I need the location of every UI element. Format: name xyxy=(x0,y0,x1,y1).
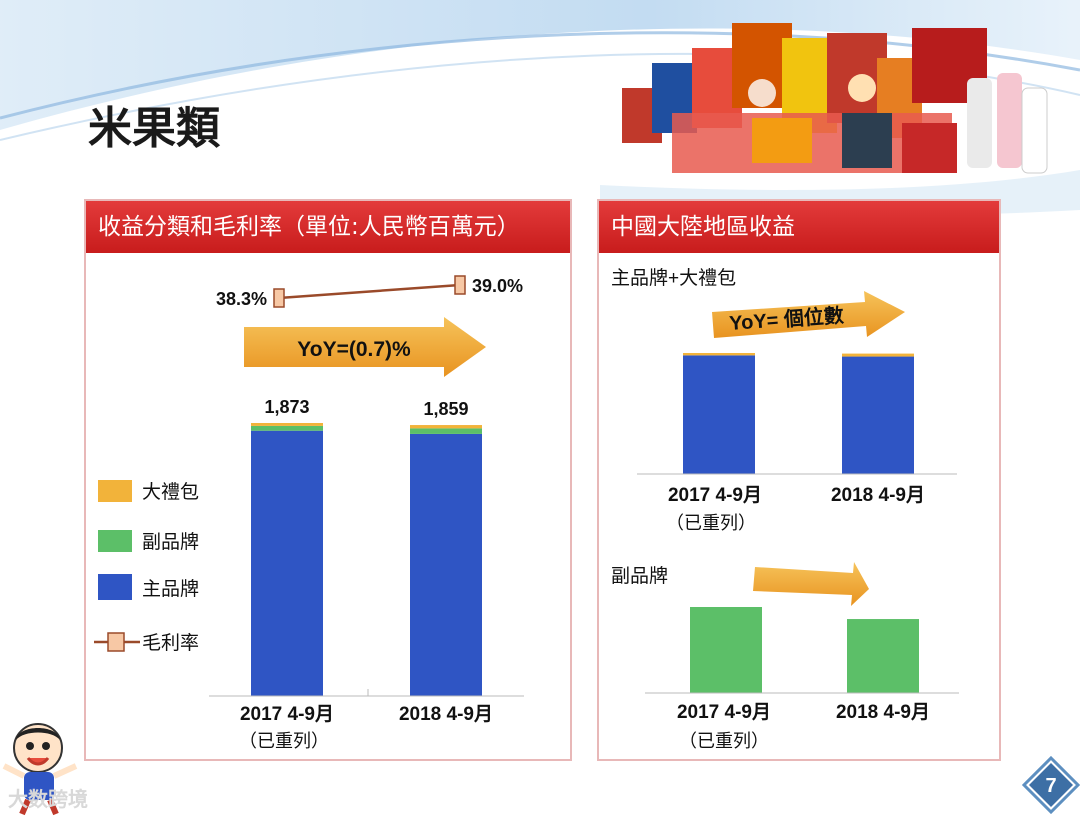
main-brand-gift-chart-label: 主品牌+大禮包 xyxy=(611,267,736,289)
legend-label-sub-brand: 副品牌 xyxy=(142,531,199,553)
bottom-bar-1 xyxy=(847,619,919,693)
legend-swatch-sub-brand xyxy=(98,530,132,552)
china-revenue-header: 中國大陸地區收益 xyxy=(599,201,999,253)
bottom-trend-arrow xyxy=(753,562,869,606)
top-bar-大禮包-0 xyxy=(683,353,755,356)
category-label-1: 2018 4-9月 xyxy=(399,704,493,725)
bar-副品牌-1 xyxy=(410,428,482,434)
bar-大禮包-0 xyxy=(251,423,323,426)
top-category-sublabel-0: （已重列） xyxy=(666,513,756,533)
bottom-category-sublabel-0: （已重列） xyxy=(679,731,769,751)
gross-margin-line xyxy=(278,283,461,300)
watermark-text: 大数跨境 xyxy=(8,787,88,811)
yoy-label: YoY=(0.7)% xyxy=(297,338,411,361)
bar-大禮包-1 xyxy=(410,425,482,429)
legend-marker-gross-margin xyxy=(107,632,125,652)
bottom-category-label-0: 2017 4-9月 xyxy=(677,702,771,723)
revenue-breakdown-panel: 收益分類和毛利率（單位:人民幣百萬元） xyxy=(84,199,572,761)
top-category-label-1: 2018 4-9月 xyxy=(831,485,925,506)
gross-margin-label-0: 38.3% xyxy=(216,289,267,309)
china-revenue-charts: 主品牌+大禮包 YoY= 個位數 2017 4-9月 （已重列） 2018 4-9月… xyxy=(611,267,959,751)
bar-主品牌-1 xyxy=(410,433,482,696)
bar-主品牌-0 xyxy=(251,430,323,696)
legend-swatch-gift-pack xyxy=(98,480,132,502)
page-number: 7 xyxy=(1045,775,1056,797)
bottom-category-label-1: 2018 4-9月 xyxy=(836,702,930,723)
category-label-0: 2017 4-9月 xyxy=(240,704,334,725)
chart-legend: 大禮包 副品牌 主品牌 毛利率 xyxy=(94,480,199,654)
bar-副品牌-0 xyxy=(251,425,323,431)
top-bar-主品牌-1 xyxy=(842,356,914,474)
top-category-label-0: 2017 4-9月 xyxy=(668,485,762,506)
top-bar-大禮包-1 xyxy=(842,353,914,357)
bottom-bar-0 xyxy=(690,607,762,693)
top-yoy-arrow: YoY= 個位數 xyxy=(712,291,905,338)
revenue-breakdown-header: 收益分類和毛利率（單位:人民幣百萬元） xyxy=(86,201,570,253)
slide-title: 米果類 xyxy=(88,103,220,154)
sub-brand-chart-label: 副品牌 xyxy=(611,565,668,587)
china-revenue-panel: 中國大陸地區收益 xyxy=(597,199,1001,761)
category-sublabel-0: （已重列） xyxy=(239,731,329,751)
total-label-0: 1,873 xyxy=(264,397,309,417)
gross-margin-label-1: 39.0% xyxy=(472,276,523,296)
total-label-1: 1,859 xyxy=(423,399,468,419)
gross-margin-marker-1 xyxy=(454,275,466,295)
legend-label-main-brand: 主品牌 xyxy=(142,578,199,600)
page-number-badge: 7 xyxy=(1022,756,1080,814)
yoy-arrow: YoY=(0.7)% xyxy=(244,317,486,377)
top-bar-主品牌-0 xyxy=(683,355,755,474)
legend-label-gross-margin: 毛利率 xyxy=(142,632,199,654)
legend-swatch-main-brand xyxy=(98,574,132,600)
mascot-image xyxy=(2,723,78,816)
gross-margin-marker-0 xyxy=(273,288,285,308)
revenue-breakdown-chart: 38.3% 39.0% YoY=(0.7)% 1,873 1,859 2017 4-… xyxy=(94,275,524,751)
product-collage-image xyxy=(622,23,1048,174)
legend-label-gift-pack: 大禮包 xyxy=(142,481,199,503)
